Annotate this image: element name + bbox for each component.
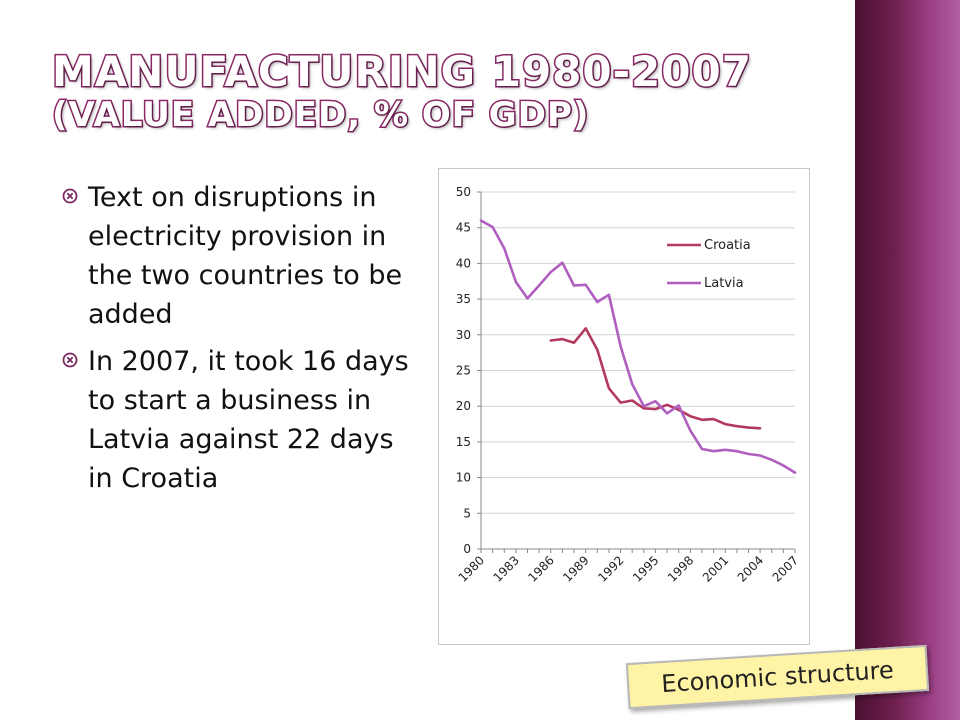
title-line-2: (value added, % of GDP) [51, 94, 590, 137]
y-tick-label: 5 [463, 506, 471, 520]
y-tick-label: 25 [456, 364, 471, 378]
x-tick-label: 2007 [770, 553, 801, 584]
y-tick-label: 10 [456, 471, 471, 485]
y-tick-label: 40 [456, 256, 471, 270]
x-tick-label: 1992 [595, 553, 626, 584]
x-tick-label: 1989 [560, 553, 591, 584]
x-tick-label: 1983 [491, 553, 522, 584]
x-tick-label: 1998 [665, 553, 696, 584]
x-tick-label: 1980 [456, 553, 487, 584]
y-tick-label: 15 [456, 435, 471, 449]
y-tick-label: 20 [456, 399, 471, 413]
bullet-item: In 2007, it took 16 days to start a busi… [62, 342, 414, 498]
legend-label: Croatia [704, 238, 751, 253]
circled-x-bullet-icon [62, 188, 78, 204]
legend-label: Latvia [704, 276, 744, 291]
bullet-text: In 2007, it took 16 days to start a busi… [88, 346, 409, 494]
y-tick-label: 30 [456, 328, 471, 342]
title-line-1: Manufacturing 1980-2007 [51, 47, 753, 96]
slide-title: Manufacturing 1980-2007 (value added, % … [51, 47, 753, 137]
circled-x-bullet-icon [62, 352, 78, 368]
decorative-sidebar [855, 0, 960, 720]
y-tick-label: 35 [456, 292, 471, 306]
x-tick-label: 2001 [700, 553, 731, 584]
bullet-item: Text on disruptions in electricity provi… [62, 178, 414, 334]
y-tick-label: 50 [456, 185, 471, 199]
x-tick-label: 1986 [525, 553, 556, 584]
line-chart: 0 5 10 15 20 25 30 35 40 45 50 1980 1983 1986 1989 1992… [438, 168, 810, 645]
series-line-croatia [549, 327, 762, 430]
y-tick-label: 45 [456, 221, 471, 235]
bullet-list: Text on disruptions in electricity provi… [62, 178, 414, 506]
bullet-text: Text on disruptions in electricity provi… [88, 182, 403, 330]
y-tick-label: 0 [463, 542, 471, 556]
series-line-latvia [479, 219, 797, 474]
x-tick-label: 2004 [735, 553, 766, 584]
chart-canvas: 0 5 10 15 20 25 30 35 40 45 50 1980 1983 1986 1989 1992… [456, 185, 801, 585]
x-tick-label: 1995 [630, 553, 661, 584]
